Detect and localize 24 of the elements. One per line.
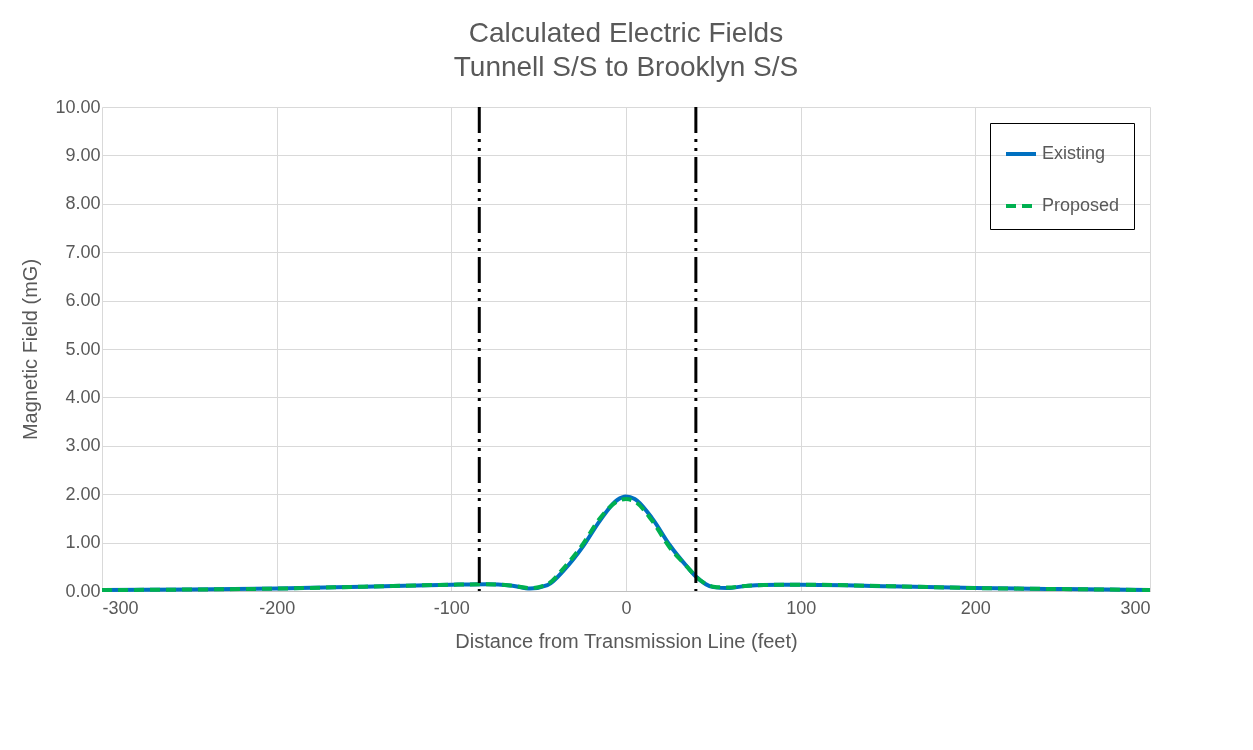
y-tick-label: 0.00 bbox=[65, 580, 101, 601]
legend-label: Proposed bbox=[1042, 195, 1120, 215]
x-tick-label: 200 bbox=[960, 597, 991, 618]
y-tick-label: 9.00 bbox=[65, 144, 101, 165]
chart-title: Calculated Electric Fields bbox=[468, 17, 784, 48]
y-tick-label: 10.00 bbox=[55, 96, 101, 117]
y-tick-label: 5.00 bbox=[65, 338, 101, 359]
x-tick-label: -100 bbox=[433, 597, 470, 618]
legend-label: Existing bbox=[1042, 143, 1106, 163]
x-axis-title: Distance from Transmission Line (feet) bbox=[455, 629, 798, 652]
y-tick-label: 3.00 bbox=[65, 435, 101, 456]
y-axis-title: Magnetic Field (mG) bbox=[19, 258, 42, 441]
x-tick-label: 0 bbox=[621, 597, 632, 618]
y-tick-label: 1.00 bbox=[65, 532, 101, 553]
x-tick-label: -300 bbox=[102, 597, 139, 618]
x-tick-label: 300 bbox=[1120, 597, 1151, 618]
x-tick-label: 100 bbox=[786, 597, 817, 618]
y-tick-label: 6.00 bbox=[65, 290, 101, 311]
y-tick-label: 8.00 bbox=[65, 193, 101, 214]
y-tick-label: 2.00 bbox=[65, 483, 101, 504]
chart-subtitle: Tunnell S/S to Brooklyn S/S bbox=[453, 51, 799, 82]
y-tick-label: 7.00 bbox=[65, 241, 101, 262]
x-tick-label: -200 bbox=[259, 597, 296, 618]
y-tick-label: 4.00 bbox=[65, 386, 101, 407]
